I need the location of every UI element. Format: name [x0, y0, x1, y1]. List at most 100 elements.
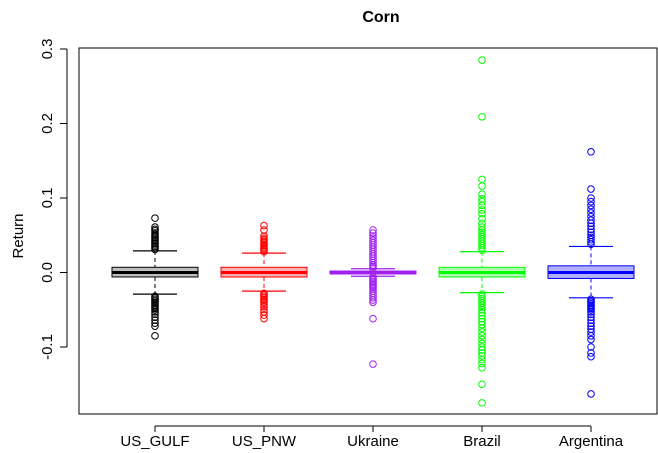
outlier-point — [369, 298, 377, 307]
outlier-point — [260, 305, 268, 314]
outlier-point — [478, 311, 486, 320]
outlier-point — [587, 201, 595, 210]
outlier-point — [587, 328, 595, 336]
outlier-point — [478, 206, 486, 214]
chart-title: Corn — [362, 9, 399, 26]
x-tick-label: Ukraine — [347, 433, 399, 450]
outlier-point — [587, 197, 595, 206]
outlier-point — [587, 305, 595, 314]
box-ukraine — [329, 226, 417, 368]
outlier-point — [369, 314, 377, 323]
outlier-point — [369, 226, 377, 234]
outlier-point — [369, 296, 377, 304]
y-tick-label: 0.0 — [39, 262, 56, 283]
outlier-point — [587, 205, 595, 213]
outlier-point — [478, 308, 486, 317]
outlier-point — [260, 300, 268, 309]
outlier-point — [151, 223, 159, 231]
outlier-point — [587, 308, 595, 316]
box-us-gulf — [111, 214, 199, 340]
outlier-point — [478, 346, 486, 354]
outlier-point — [478, 223, 486, 231]
y-tick-label: 0.3 — [39, 39, 56, 60]
outlier-point — [587, 238, 595, 246]
outlier-point — [478, 399, 486, 407]
outlier-point — [478, 215, 486, 223]
outlier-point — [478, 380, 486, 389]
outlier-point — [587, 185, 595, 193]
outlier-point — [369, 264, 377, 272]
outlier-point — [478, 355, 486, 364]
y-axis-label: Return — [10, 213, 27, 258]
box-us-pnw — [220, 221, 308, 323]
outlier-point — [260, 221, 268, 230]
outlier-point — [151, 245, 159, 254]
outlier-point — [587, 322, 595, 330]
y-axis: -0.1 0.0 0.1 0.2 0.3 — [39, 39, 68, 360]
x-tick-label: Brazil — [463, 433, 501, 450]
outlier-point — [478, 209, 486, 218]
outlier-point — [478, 301, 486, 310]
outlier-point — [151, 319, 159, 327]
outlier-point — [478, 352, 486, 360]
outlier-point — [151, 308, 159, 316]
outlier-point — [260, 247, 268, 256]
outlier-point — [478, 201, 486, 210]
outlier-point — [260, 314, 268, 323]
outlier-point — [151, 214, 159, 222]
outlier-point — [260, 226, 268, 234]
outlier-point — [587, 343, 595, 351]
outlier-point — [587, 228, 595, 237]
outlier-point — [369, 229, 377, 237]
y-tick-label: -0.1 — [39, 334, 56, 360]
outlier-point — [260, 311, 268, 319]
outlier-point — [369, 256, 377, 265]
outlier-point — [587, 222, 595, 231]
outlier-point — [478, 328, 486, 336]
outlier-point — [478, 332, 486, 340]
box-argentina — [547, 148, 635, 398]
outlier-point — [260, 302, 268, 311]
outlier-point — [478, 175, 486, 184]
outlier-point — [478, 303, 486, 312]
outlier-point — [587, 316, 595, 324]
outlier-point — [478, 197, 486, 206]
outlier-point — [369, 294, 377, 302]
plot-frame — [78, 47, 658, 415]
outlier-point — [260, 298, 268, 307]
outlier-point — [587, 209, 595, 217]
outlier-point — [151, 316, 159, 324]
outlier-point — [478, 335, 486, 344]
outlier-point — [151, 313, 159, 322]
outlier-point — [478, 343, 486, 351]
outlier-point — [369, 360, 377, 368]
outlier-point — [587, 310, 595, 319]
outlier-point — [478, 244, 486, 252]
outlier-point — [478, 56, 486, 64]
y-tick-label: 0.1 — [39, 188, 56, 209]
outlier-point — [587, 313, 595, 322]
outlier-point — [587, 332, 595, 340]
outlier-point — [478, 320, 486, 329]
y-tick-label: 0.2 — [39, 113, 56, 134]
outlier-point — [478, 112, 486, 121]
outlier-point — [478, 182, 486, 190]
boxplot-series — [111, 56, 635, 407]
outlier-point — [151, 310, 159, 319]
outlier-point — [587, 240, 595, 248]
x-tick-label: US_PNW — [232, 433, 297, 450]
outlier-point — [151, 322, 159, 330]
outlier-point — [478, 364, 486, 372]
outlier-point — [478, 359, 486, 368]
outlier-point — [587, 219, 595, 228]
outlier-point — [587, 335, 595, 344]
outlier-point — [587, 235, 595, 244]
outlier-point — [369, 259, 377, 267]
x-axis: US_GULF US_PNW Ukraine Brazil Argentina — [120, 425, 624, 450]
box-brazil — [438, 56, 526, 407]
outlier-point — [478, 324, 486, 333]
x-tick-label: US_GULF — [120, 433, 189, 450]
outlier-point — [587, 216, 595, 225]
